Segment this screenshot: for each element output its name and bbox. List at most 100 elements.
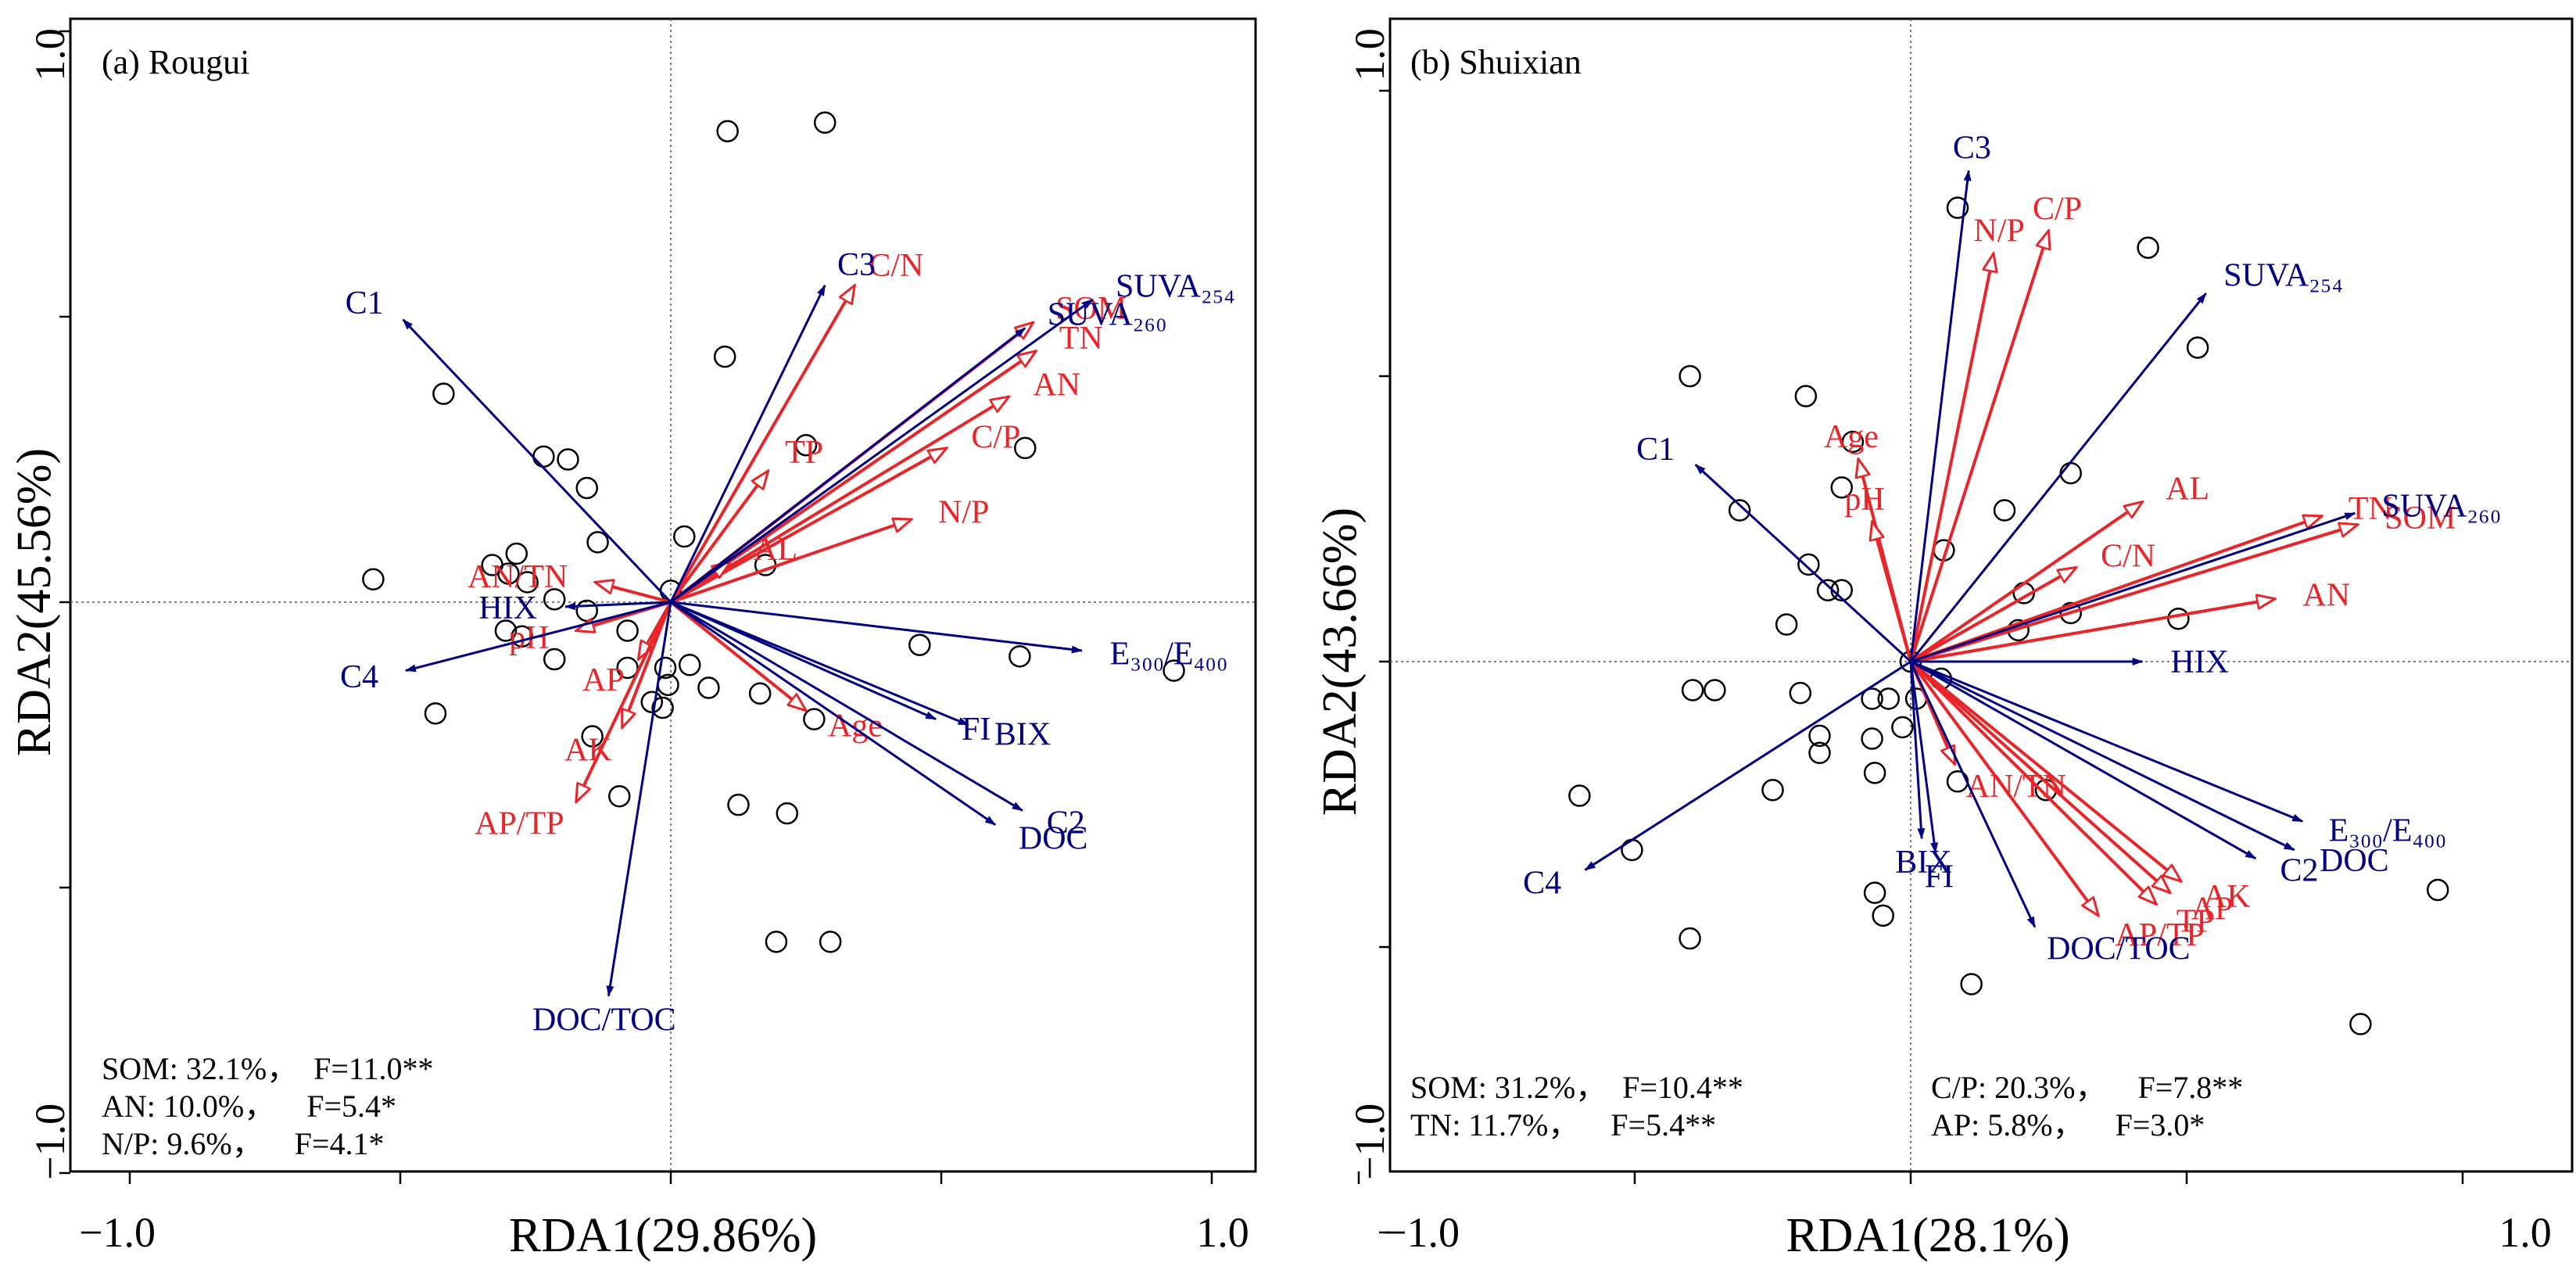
explanatory-vector-label: AP (2191, 892, 2234, 927)
site-point (1841, 430, 1865, 454)
site-point (819, 931, 842, 953)
site-point (1797, 553, 1820, 576)
site-point (543, 588, 566, 611)
site-point (1775, 613, 1798, 636)
site-point (424, 702, 447, 725)
site-point (1861, 727, 1883, 750)
response-vector-label: SUVA₂₅₄ (2223, 258, 2343, 294)
response-vector-label: BIX (994, 716, 1051, 752)
site-point (2137, 236, 2159, 259)
plot-frame (1388, 17, 2574, 1173)
explanatory-vector-label: AL (2166, 472, 2209, 508)
site-point (511, 625, 533, 648)
stat-line: SOM: 32.1%， F=11.0** (102, 1051, 433, 1086)
axis-ticks (59, 30, 1213, 1184)
site-point (608, 784, 631, 808)
stat-line: AP: 5.8%， F=3.0* (1931, 1107, 2205, 1143)
response-vector-label: SUVA₂₆₀ (1048, 296, 1167, 332)
response-vector-label: DOC/TOC (2047, 931, 2191, 967)
explanatory-vector-label: N/P (1973, 213, 2024, 249)
site-point (586, 531, 609, 554)
response-vector-label: DOC/TOC (532, 1002, 676, 1038)
explanatory-vector-arrow (669, 471, 769, 604)
explanatory-vector-arrow (620, 601, 672, 728)
site-point (1704, 679, 1726, 701)
site-point (516, 571, 539, 594)
site-point (2059, 461, 2082, 485)
response-vector-label: C3 (837, 247, 876, 283)
site-point (575, 599, 598, 622)
site-point (532, 445, 555, 468)
stat-line: AN: 10.0%， F=5.4* (102, 1089, 396, 1124)
response-vector-label: C4 (1523, 866, 1561, 902)
x-axis-label: RDA1(28.1%) (1786, 1209, 2069, 1262)
explanatory-vector-arrow (1909, 253, 1994, 662)
explanatory-vector-label: C/N (2101, 539, 2155, 575)
stat-line: SOM: 31.2%， F=10.4** (1410, 1070, 1743, 1105)
response-vector-label: C1 (346, 285, 384, 321)
site-point (716, 120, 739, 142)
site-point (1872, 904, 1894, 927)
response-vector-label: C2 (2280, 853, 2319, 889)
response-vector-arrow (564, 601, 672, 611)
site-point (616, 619, 639, 642)
y-axis-label: RDA2(45.56%) (8, 448, 61, 756)
site-point (1789, 681, 1812, 705)
site-point (1679, 927, 1701, 950)
site-point (803, 708, 826, 730)
explanatory-vector-arrow (1910, 525, 2358, 663)
response-vector-label: E₃₀₀/E₄₀₀ (2329, 813, 2447, 849)
y-tick-label-max: 1.0 (27, 28, 73, 81)
site-point (1808, 741, 1831, 765)
response-vector-label: E₃₀₀/E₄₀₀ (1110, 637, 1228, 673)
response-vector-label: C2 (1047, 805, 1085, 841)
panel-title: (b) Shuixian (1410, 43, 1582, 81)
explanatory-vector-arrow (1909, 660, 2156, 904)
site-points (362, 111, 1185, 953)
explanatory-vector-arrow (1909, 231, 2049, 662)
explanatory-vector-label: C/N (869, 248, 923, 284)
explanatory-vector-label: AP (582, 662, 625, 698)
site-point (1009, 645, 1031, 668)
site-point (673, 525, 696, 548)
response-vector-arrow (1910, 660, 2304, 823)
response-vector-label: FI (962, 712, 991, 748)
response-vector-label: FI (1925, 859, 1954, 895)
site-point (1877, 687, 1901, 710)
explanatory-vector-arrow (670, 448, 947, 604)
response-vector-arrow (1694, 464, 1912, 663)
explanatory-vector-arrow (1909, 660, 2170, 893)
explanatory-vector-label: AK (564, 733, 612, 769)
explanatory-vector-label: TN (2348, 491, 2392, 527)
site-point (727, 793, 750, 816)
response-vectors: C1C3SUVA₂₆₀SUVA₂₅₄HIXC4E₃₀₀/E₄₀₀BIXFIC2D… (340, 247, 1235, 1038)
site-point (1891, 716, 1914, 739)
site-point (1568, 784, 1591, 807)
explanatory-vector-label: SOM (1055, 291, 1127, 327)
site-point (776, 802, 799, 825)
site-points (1568, 196, 2449, 1035)
response-vector-arrow (606, 601, 672, 997)
site-point (362, 568, 385, 591)
explanatory-vector-arrow (575, 601, 672, 802)
site-point (1681, 679, 1704, 701)
response-vector-arrow (1909, 170, 1972, 662)
site-point (2426, 878, 2449, 902)
response-vector-arrow (1909, 661, 1926, 840)
response-vector-arrow (670, 601, 1083, 654)
y-tick-label-max: 1.0 (1346, 28, 1393, 81)
response-vector-label: SUVA₂₅₄ (1116, 269, 1235, 305)
site-point (697, 676, 720, 699)
site-point (748, 682, 772, 705)
explanatory-vector-arrow (1909, 502, 2143, 663)
site-point (640, 691, 664, 713)
response-vector-arrow (670, 327, 1026, 604)
x-axis-label: RDA1(29.86%) (509, 1209, 817, 1262)
explanatory-vector-arrow (669, 601, 806, 711)
response-vector-arrow (670, 601, 937, 721)
panel-a-rougui: C/NSOMTNANC/PTPN/PALAN/TNpHAPAKAP/TPAge … (8, 17, 1257, 1262)
explanatory-vector-label: C/P (971, 419, 1020, 455)
